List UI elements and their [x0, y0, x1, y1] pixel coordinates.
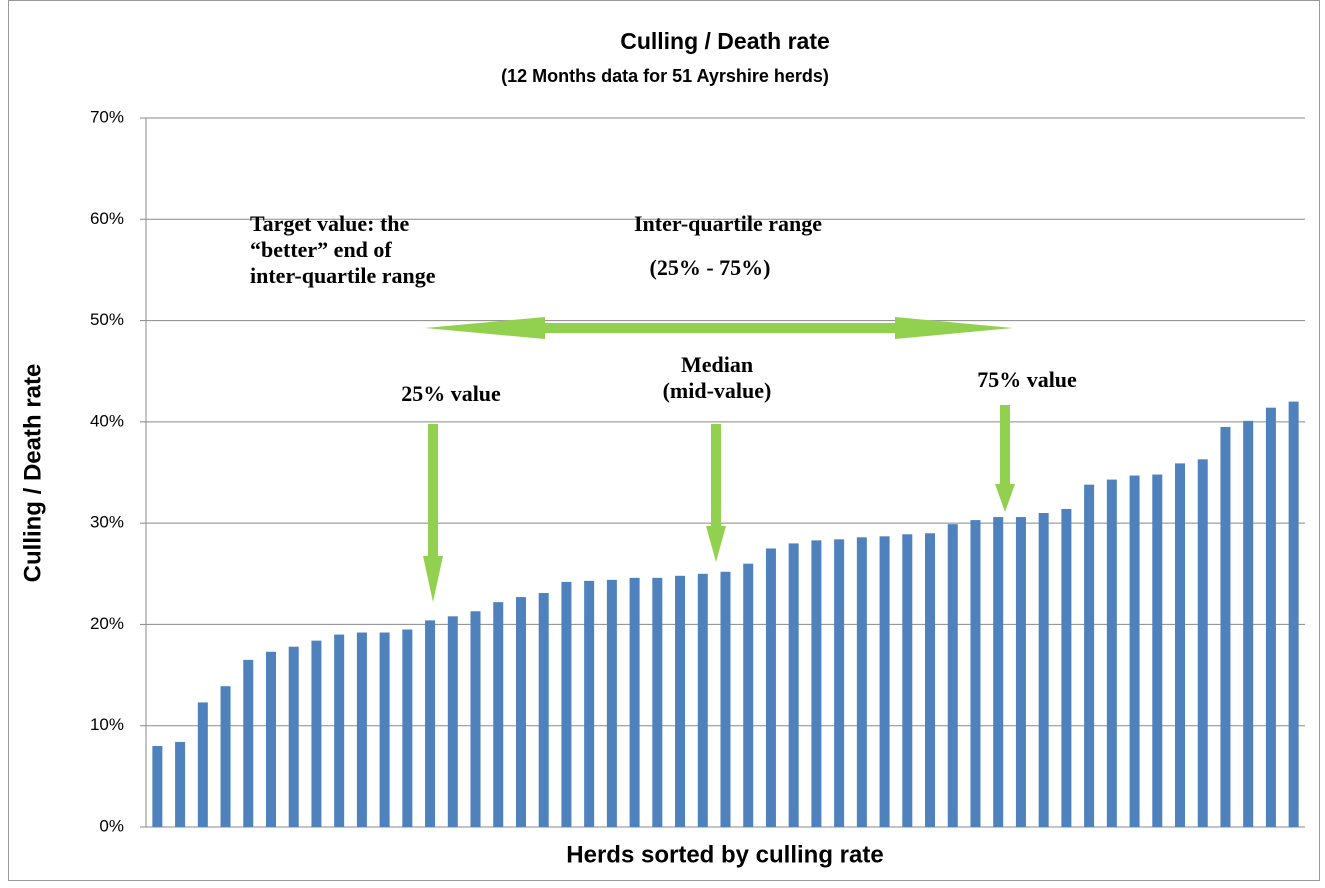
bar: [584, 580, 595, 827]
bar: [856, 537, 867, 827]
bar: [470, 611, 481, 827]
bar: [515, 597, 526, 827]
bar: [197, 702, 208, 827]
bar: [902, 534, 913, 827]
bar: [1243, 420, 1254, 827]
y-tick-label: 40%: [90, 411, 124, 430]
bar: [379, 632, 390, 827]
chart-subtitle: (12 Months data for 51 Ayrshire herds): [501, 66, 829, 86]
plot-area: 0% 10% 20% 30% 40% 50% 60% 70%: [90, 107, 1305, 835]
bar: [1084, 484, 1095, 827]
annotation-arrows: [423, 317, 1015, 602]
bar: [606, 579, 617, 827]
y-axis-label: Culling / Death rate: [19, 364, 46, 583]
y-tick-label: 30%: [90, 513, 124, 532]
bar: [311, 640, 322, 827]
bar: [288, 646, 299, 827]
x-axis-label: Herds sorted by culling rate: [566, 841, 883, 868]
bar: [402, 629, 413, 827]
bar: [334, 634, 345, 827]
chart-title: Culling / Death rate: [620, 28, 830, 54]
annotation: 25% value: [401, 381, 501, 406]
y-tick-label: 70%: [90, 107, 124, 126]
bar: [879, 536, 890, 827]
bar: [993, 517, 1004, 827]
range-arrow: [425, 317, 1013, 339]
bar: [925, 533, 936, 827]
bar: [675, 575, 686, 827]
bar: [1197, 459, 1208, 827]
annotation: 75% value: [977, 367, 1077, 392]
bar: [1220, 426, 1231, 827]
arrow-75: [995, 405, 1015, 512]
bar: [652, 577, 663, 827]
bar: [1265, 407, 1276, 827]
bar: [697, 573, 708, 827]
bar: [243, 659, 254, 827]
bar: [447, 616, 458, 827]
bar: [1129, 475, 1140, 827]
bar: [220, 686, 231, 827]
arrow-25: [423, 424, 443, 602]
bar: [175, 741, 186, 827]
bar: [425, 620, 436, 827]
bar: [834, 539, 845, 827]
bar: [1038, 513, 1049, 827]
bar: [743, 563, 754, 827]
y-tick-label: 10%: [90, 715, 124, 734]
bar: [629, 577, 640, 827]
bar: [538, 593, 549, 827]
y-tick-label: 50%: [90, 310, 124, 329]
bar: [765, 548, 776, 827]
bar: [947, 524, 958, 827]
bar: [788, 543, 799, 827]
annotation: Target value: the: [250, 211, 410, 236]
annotation: inter-quartile range: [250, 263, 436, 288]
bar: [1288, 401, 1299, 827]
annotation: (mid-value): [663, 378, 772, 403]
bar: [1106, 479, 1117, 827]
y-tick-label: 0%: [99, 816, 124, 835]
bar: [1152, 474, 1163, 827]
bar: [1015, 517, 1026, 827]
bar: [356, 632, 367, 827]
bar: [811, 540, 822, 827]
bar: [970, 520, 981, 827]
annotation: “better” end of: [250, 237, 392, 262]
bar: [265, 651, 276, 827]
bar: [1175, 463, 1186, 827]
y-tick-label: 60%: [90, 209, 124, 228]
y-tick-label: 20%: [90, 614, 124, 633]
annotation: Median: [681, 352, 753, 377]
bar: [152, 745, 163, 827]
bar: [720, 571, 731, 827]
arrow-median: [706, 424, 726, 562]
bar: [1061, 508, 1072, 827]
bar: [493, 602, 504, 827]
annotation: (25% - 75%): [650, 255, 771, 280]
annotation: Inter-quartile range: [634, 211, 822, 236]
bar: [561, 581, 572, 827]
